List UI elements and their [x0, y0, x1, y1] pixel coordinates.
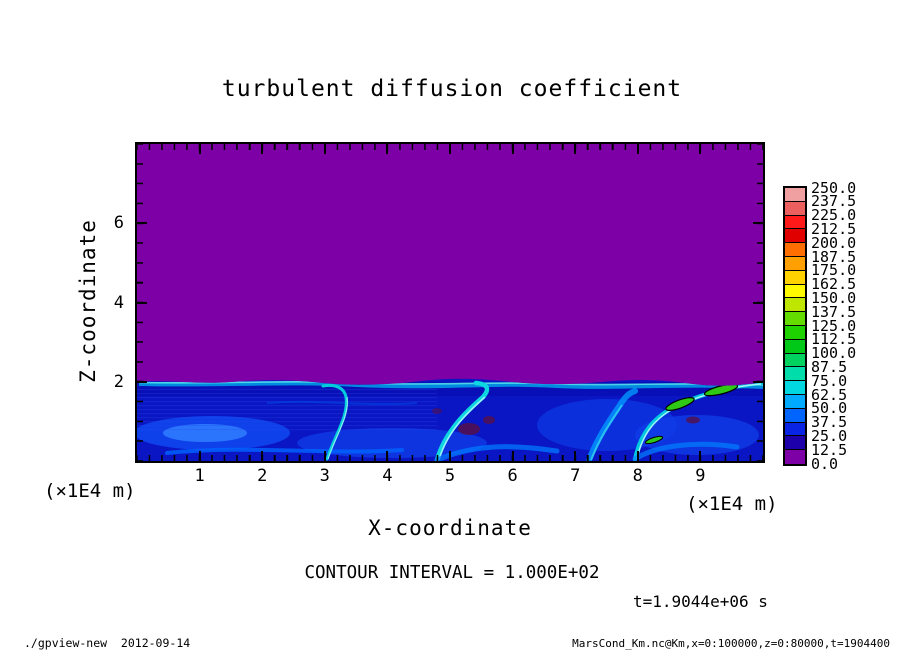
colorbar-cell	[785, 381, 805, 395]
z-tick-label: 4	[113, 292, 124, 313]
z-major-tick	[753, 222, 763, 225]
colorbar-cell	[785, 367, 805, 382]
turbulent-band-graphic	[137, 378, 763, 461]
colorbar-cell	[785, 298, 805, 313]
colorbar-tick-label: 187.5	[811, 247, 857, 266]
x-major-tick	[449, 144, 451, 154]
x-tick-label: 8	[632, 466, 643, 486]
colorbar-labels: 250.0 237.5 225.0 212.5 200.0 187.5 175.0 162.5…	[811, 180, 871, 471]
plot-area	[135, 142, 765, 463]
x-major-tick	[198, 451, 201, 461]
colorbar-tick-label: 25.0	[811, 426, 848, 445]
colorbar-tick-label: 87.5	[811, 357, 848, 376]
colorbar-cell	[785, 312, 805, 326]
colorbar-tick-label: 250.0	[811, 178, 857, 197]
z-major-tick	[753, 301, 763, 304]
x-major-tick	[511, 144, 514, 154]
x-major-tick	[699, 144, 702, 154]
colorbar-tick-label: 100.0	[811, 344, 857, 363]
colorbar-tick-label: 175.0	[811, 261, 857, 280]
x-tick-label: 4	[382, 466, 393, 486]
x-major-tick	[386, 451, 389, 461]
footer-dataset-info: MarsCond_Km.nc@Km,x=0:100000,z=0:80000,t…	[572, 637, 890, 650]
x-tick-label: 3	[319, 466, 330, 486]
x-major-tick	[323, 451, 326, 461]
colorbar-tick-label: 37.5	[811, 413, 848, 432]
colorbar-tick-label: 150.0	[811, 288, 857, 307]
colorbar-cell	[785, 422, 805, 437]
colorbar-tick-label: 225.0	[811, 206, 857, 225]
colorbar-cell	[785, 408, 805, 423]
colorbar-cell	[785, 353, 805, 368]
colorbar-cell	[785, 270, 805, 285]
x-tick-label: 1	[194, 466, 205, 486]
x-major-tick	[449, 451, 451, 461]
x-major-tick	[574, 451, 577, 461]
colorbar-tick-label: 125.0	[811, 316, 857, 335]
colorbar-tick-label: 112.5	[811, 330, 857, 349]
x-axis-label: X-coordinate	[368, 516, 532, 540]
z-tick-label: 6	[113, 213, 124, 234]
x-major-tick	[323, 144, 326, 154]
x-tick-label: 7	[570, 466, 581, 486]
colorbar-tick-label: 212.5	[811, 219, 857, 238]
x-axis-unit: (×1E4 m)	[686, 493, 778, 515]
x-major-tick	[511, 451, 514, 461]
footer-command-date: ./gpview-new 2012-09-14	[24, 636, 191, 650]
z-axis-unit: (×1E4 m)	[44, 480, 136, 502]
x-tick-label: 6	[507, 466, 518, 486]
colorbar-cell	[785, 256, 805, 271]
x-major-tick	[699, 451, 702, 461]
colorbar-cell	[785, 450, 805, 464]
colorbar-cells	[783, 186, 807, 466]
colorbar-tick-label: 62.5	[811, 385, 848, 404]
z-major-tick	[137, 380, 147, 383]
z-tick-labels: 2 4 6	[100, 144, 124, 461]
colorbar-tick-label: 162.5	[811, 275, 857, 294]
colorbar-cell	[785, 215, 805, 230]
x-major-tick	[636, 144, 639, 154]
colorbar-tick-label: 200.0	[811, 233, 857, 252]
x-tick-label: 5	[444, 466, 456, 486]
x-major-tick	[261, 144, 264, 154]
x-tick-labels: 1 2 3 4 5 6 7 8 9	[137, 466, 763, 488]
colorbar-tick-label: 75.0	[811, 371, 848, 390]
colorbar-cell	[785, 201, 805, 216]
x-tick-label: 2	[257, 466, 268, 486]
x-major-tick	[261, 451, 264, 461]
x-major-tick	[386, 144, 389, 154]
colorbar-cell	[785, 284, 805, 299]
z-major-tick	[137, 222, 147, 225]
x-major-tick	[574, 144, 577, 154]
colorbar-tick-label: 50.0	[811, 399, 848, 418]
x-major-tick	[198, 144, 201, 154]
contour-interval-note: CONTOUR INTERVAL = 1.000E+02	[304, 563, 600, 583]
colorbar-cell	[785, 188, 805, 202]
colorbar-cell	[785, 325, 805, 340]
colorbar-tick-label: 12.5	[811, 440, 848, 459]
page-title: turbulent diffusion coefficient	[221, 76, 683, 102]
z-major-tick	[753, 380, 763, 383]
z-tick-label: 2	[113, 371, 124, 392]
z-axis-label: Z-coordinate	[76, 219, 100, 383]
colorbar-tick-label: 137.5	[811, 302, 857, 321]
colorbar-cell	[785, 243, 805, 257]
colorbar-cell	[785, 229, 805, 244]
colorbar-tick-label: 0.0	[811, 454, 839, 473]
x-tick-label: 9	[695, 466, 706, 486]
colorbar-tick-label: 237.5	[811, 192, 857, 211]
colorbar-cell	[785, 394, 805, 409]
colorbar-cell	[785, 339, 805, 354]
time-annotation: t=1.9044e+06 s	[633, 592, 768, 611]
z-major-tick	[137, 301, 147, 304]
x-major-tick	[636, 451, 639, 461]
colorbar-cell	[785, 436, 805, 451]
